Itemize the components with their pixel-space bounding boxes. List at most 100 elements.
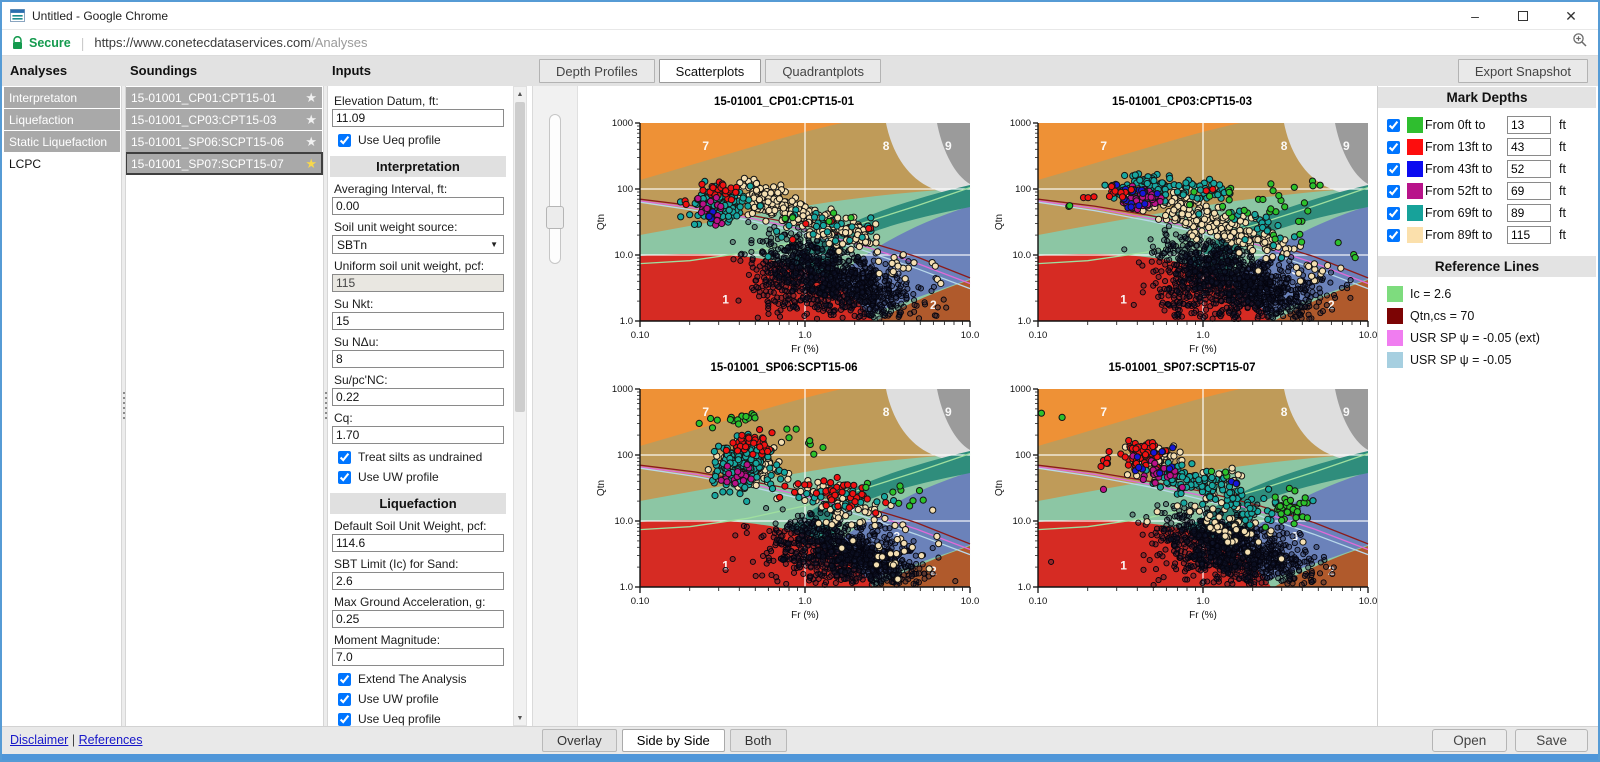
star-icon[interactable]: ★	[305, 156, 317, 171]
maximize-button[interactable]	[1512, 5, 1534, 27]
use-uw-profile-2-checkbox[interactable]	[338, 692, 351, 706]
svg-text:7: 7	[1100, 139, 1107, 153]
scatterplot-chart: 15-01001_CP03:CPT15-0312347890.101.010.0…	[988, 96, 1377, 358]
panel-splitter[interactable]	[323, 86, 328, 726]
soil-unit-weight-source-select[interactable]: SBTn ▼	[332, 235, 504, 254]
moment-magnitude-label: Moment Magnitude:	[334, 633, 441, 647]
references-link[interactable]: References	[78, 733, 143, 747]
use-ueq-profile-2-checkbox[interactable]	[338, 712, 351, 726]
mark-depth-row: From 89ft to ft	[1378, 224, 1596, 246]
cq-field[interactable]	[332, 426, 504, 444]
tab-quadrantplots[interactable]: Quadrantplots	[765, 59, 881, 83]
svg-text:2: 2	[930, 298, 937, 312]
svg-text:2: 2	[1328, 298, 1335, 312]
side-by-side-button[interactable]: Side by Side	[621, 729, 725, 752]
mark-depth-checkbox[interactable]	[1387, 228, 1400, 242]
chart-title: 15-01001_SP06:SCPT15-06	[710, 362, 858, 374]
max-ground-acceleration-field[interactable]	[332, 610, 504, 628]
mark-depth-row: From 13ft to ft	[1378, 136, 1596, 158]
panel-splitter[interactable]	[121, 86, 126, 726]
inputs-scrollbar[interactable]: ▲ ▼	[513, 86, 527, 726]
view-tabs: Depth Profiles Scatterplots Quadrantplot…	[539, 59, 881, 83]
tab-scatterplots[interactable]: Scatterplots	[658, 59, 762, 83]
use-uw-profile-label: Use UW profile	[358, 470, 439, 484]
extend-analysis-checkbox[interactable]	[338, 672, 351, 686]
minimize-button[interactable]: –	[1471, 8, 1479, 24]
analysis-item-interpretaton[interactable]: Interpretaton	[4, 87, 120, 108]
uniform-soil-unit-weight-field	[332, 274, 504, 292]
reference-line-row: USR SP ψ = -0.05 (ext)	[1378, 327, 1596, 349]
svg-text:1: 1	[722, 293, 729, 307]
sounding-item[interactable]: 15-01001_SP07:SCPT15-07 ★	[126, 152, 323, 175]
chart-zoom-slider-thumb[interactable]	[546, 206, 564, 229]
use-uw-profile-checkbox[interactable]	[338, 470, 351, 484]
mark-depth-checkbox[interactable]	[1387, 118, 1400, 132]
reference-line-label: USR SP ψ = -0.05 (ext)	[1410, 331, 1540, 345]
scatterplot-chart: 15-01001_SP06:SCPT15-0612347890.101.010.…	[590, 362, 979, 624]
star-icon[interactable]: ★	[305, 112, 317, 127]
depth-to-field[interactable]	[1507, 116, 1551, 134]
reference-line-swatch	[1387, 286, 1403, 302]
analysis-item-lcpc[interactable]: LCPC	[4, 153, 120, 174]
scrollbar-down-icon[interactable]: ▼	[516, 714, 524, 722]
close-button[interactable]: ✕	[1565, 7, 1577, 24]
analysis-item-liquefaction[interactable]: Liquefaction	[4, 109, 120, 130]
svg-text:1000: 1000	[1010, 118, 1031, 129]
open-button[interactable]: Open	[1432, 729, 1508, 752]
depth-to-field[interactable]	[1507, 204, 1551, 222]
moment-magnitude-field[interactable]	[332, 648, 504, 666]
save-button[interactable]: Save	[1515, 729, 1588, 752]
sounding-item[interactable]: 15-01001_CP01:CPT15-01 ★	[126, 87, 322, 108]
url-separator: |	[80, 34, 85, 51]
analyses-list: Interpretaton Liquefaction Static Liquef…	[4, 86, 121, 726]
svg-text:1: 1	[1120, 293, 1127, 307]
scrollbar-thumb[interactable]	[515, 102, 525, 412]
extend-analysis-label: Extend The Analysis	[358, 672, 467, 686]
splitter-grip-icon	[325, 392, 327, 420]
star-icon[interactable]: ★	[305, 90, 317, 105]
svg-text:10.0: 10.0	[961, 330, 980, 341]
mark-depth-checkbox[interactable]	[1387, 184, 1400, 198]
both-button[interactable]: Both	[729, 729, 787, 752]
mark-depth-checkbox[interactable]	[1387, 206, 1400, 220]
chart-zoom-slider-track[interactable]	[549, 114, 561, 264]
scatterplot-grid: 15-01001_CP01:CPT15-01 12347890.101.010.0…	[577, 86, 1377, 726]
sounding-item[interactable]: 15-01001_SP06:SCPT15-06 ★	[126, 131, 322, 152]
depth-color-swatch	[1407, 227, 1423, 243]
tab-depth-profiles[interactable]: Depth Profiles	[539, 59, 655, 83]
su-pc-nc-field[interactable]	[332, 388, 504, 406]
interpretation-section-header: Interpretation	[330, 156, 506, 177]
mark-depths-header: Mark Depths	[1378, 87, 1596, 108]
svg-text:9: 9	[945, 139, 952, 153]
depth-to-field[interactable]	[1507, 226, 1551, 244]
zoom-page-icon[interactable]	[1572, 32, 1588, 53]
default-soil-unit-weight-field[interactable]	[332, 534, 504, 552]
depth-to-field[interactable]	[1507, 160, 1551, 178]
treat-silts-checkbox[interactable]	[338, 450, 351, 464]
depth-to-field[interactable]	[1507, 182, 1551, 200]
su-nkt-field[interactable]	[332, 312, 504, 330]
lock-icon	[12, 35, 23, 50]
elevation-datum-field[interactable]	[332, 109, 504, 127]
use-ueq-profile-checkbox[interactable]	[338, 133, 351, 147]
depth-to-field[interactable]	[1507, 138, 1551, 156]
svg-text:9: 9	[945, 405, 952, 419]
use-uw-profile-2-label: Use UW profile	[358, 692, 439, 706]
mark-depth-row: From 43ft to ft	[1378, 158, 1596, 180]
view-mode-buttons: Overlay Side by Side Both	[542, 729, 787, 752]
mark-depth-checkbox[interactable]	[1387, 162, 1400, 176]
address-bar[interactable]: Secure | https://www.conetecdataservices…	[2, 30, 1598, 56]
svg-text:9: 9	[1343, 139, 1350, 153]
averaging-interval-field[interactable]	[332, 197, 504, 215]
reference-line-label: USR SP ψ = -0.05	[1410, 353, 1512, 367]
analysis-item-static-liquefaction[interactable]: Static Liquefaction	[4, 131, 120, 152]
star-icon[interactable]: ★	[305, 134, 317, 149]
disclaimer-link[interactable]: Disclaimer	[10, 733, 69, 747]
sbt-limit-field[interactable]	[332, 572, 504, 590]
export-snapshot-button[interactable]: Export Snapshot	[1457, 59, 1588, 83]
mark-depth-checkbox[interactable]	[1387, 140, 1400, 154]
sounding-item[interactable]: 15-01001_CP03:CPT15-03 ★	[126, 109, 322, 130]
scrollbar-up-icon[interactable]: ▲	[516, 90, 524, 98]
su-ndu-field[interactable]	[332, 350, 504, 368]
overlay-button[interactable]: Overlay	[542, 729, 617, 752]
